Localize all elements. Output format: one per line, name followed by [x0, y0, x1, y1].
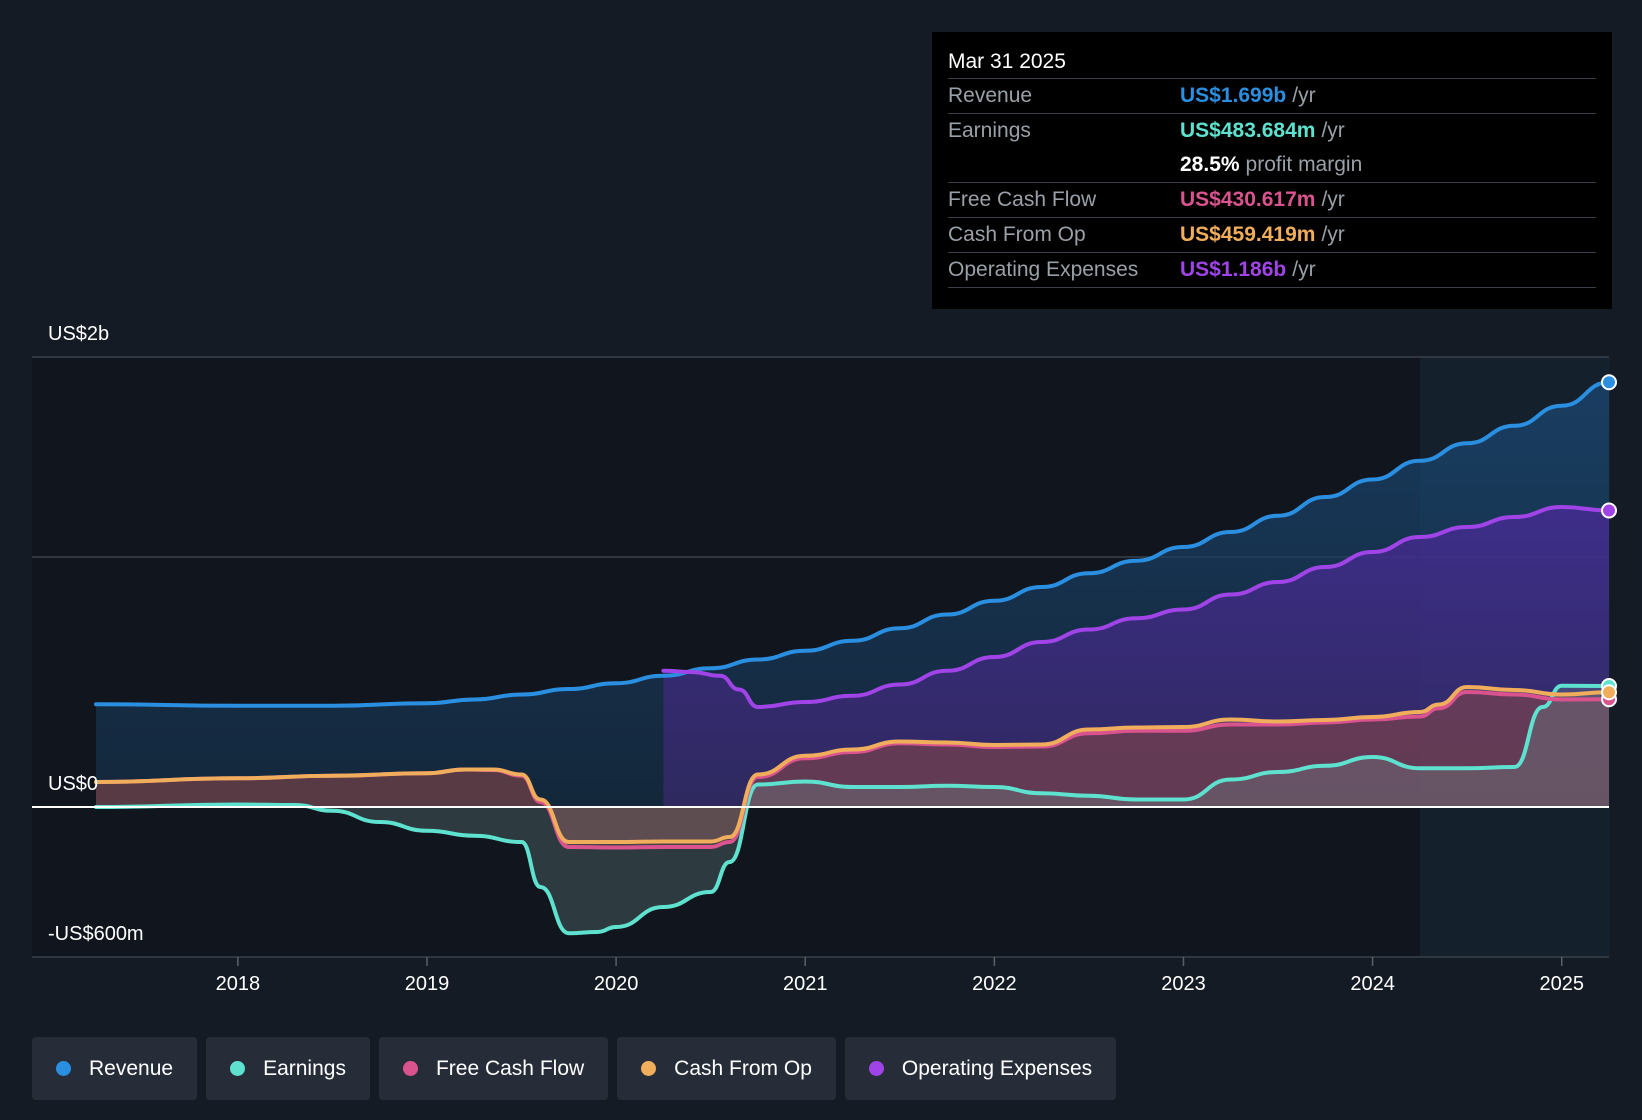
tooltip-row-revenue: Revenue US$1.699b/yr — [948, 79, 1596, 114]
operating-expenses-area — [663, 507, 1609, 807]
tooltip-label: Operating Expenses — [948, 258, 1139, 281]
tooltip-row-free-cash-flow: Free Cash Flow US$430.617m/yr — [948, 183, 1596, 218]
operating-expenses-endpoint — [1601, 502, 1617, 519]
tooltip-value: 28.5% — [1180, 153, 1240, 176]
legend: Revenue Earnings Free Cash Flow Cash From O… — [32, 1037, 1125, 1100]
x-tick-label: 2025 — [1539, 973, 1584, 995]
legend-label: Revenue — [89, 1056, 174, 1080]
x-tick-label: 2021 — [783, 973, 828, 995]
legend-dot-icon — [641, 1061, 657, 1076]
tooltip-row-cash-from-op: Cash From Op US$459.419m/yr — [948, 218, 1596, 253]
cash-from-op-line — [94, 684, 1611, 844]
x-tick-label: 2018 — [216, 973, 261, 995]
legend-dot-icon — [230, 1061, 246, 1076]
tooltip-row-operating-expenses: Operating Expenses US$1.186b/yr — [948, 253, 1596, 288]
tooltip-value: US$1.699b — [1180, 84, 1287, 107]
tooltip-label: Cash From Op — [948, 223, 1086, 246]
earnings-line — [94, 683, 1611, 936]
legend-label: Free Cash Flow — [435, 1056, 585, 1080]
series-endpoints — [1601, 374, 1617, 708]
series-lines — [32, 380, 1611, 936]
x-axis-ticks: 2018 2019 2020 2021 2022 2023 2024 2025 — [216, 957, 1584, 995]
tooltip-value: US$459.419m — [1180, 223, 1316, 246]
earnings-area — [96, 685, 1609, 934]
tooltip-unit: /yr — [1292, 84, 1316, 107]
tooltip-profit-margin: 28.5% profit margin — [948, 148, 1596, 183]
x-tick-label: 2020 — [594, 973, 639, 995]
legend-item-revenue[interactable]: Revenue — [32, 1037, 198, 1100]
legend-label: Operating Expenses — [901, 1056, 1093, 1080]
x-tick-label: 2022 — [972, 973, 1017, 995]
tooltip-value: US$483.684m — [1180, 119, 1316, 142]
tooltip-unit: profit margin — [1245, 153, 1363, 176]
y-label-bottom: -US$600m — [48, 923, 144, 945]
legend-dot-icon — [402, 1061, 418, 1076]
tooltip-date: Mar 31 2025 — [948, 46, 1596, 79]
tooltip-unit: /yr — [1321, 223, 1345, 246]
legend-label: Earnings — [263, 1056, 346, 1080]
operating-expenses-line — [661, 504, 1611, 710]
tooltip-label — [948, 148, 1180, 182]
free-cash-flow-area — [96, 692, 1609, 848]
legend-item-cash-from-op[interactable]: Cash From Op — [617, 1037, 836, 1100]
y-label-top: US$2b — [48, 323, 109, 345]
tooltip-unit: /yr — [1321, 119, 1345, 142]
tooltip-value: US$1.186b — [1180, 258, 1287, 281]
tooltip-unit: /yr — [1321, 188, 1345, 211]
legend-dot-icon — [56, 1061, 71, 1076]
legend-label: Cash From Op — [674, 1056, 812, 1080]
cash-from-op-endpoint — [1601, 684, 1617, 701]
y-label-zero: US$0 — [48, 773, 98, 795]
revenue-line — [94, 380, 1611, 708]
legend-item-operating-expenses[interactable]: Operating Expenses — [844, 1037, 1117, 1100]
legend-item-free-cash-flow[interactable]: Free Cash Flow — [378, 1037, 609, 1100]
tooltip-rows: Revenue US$1.699b/yr Earnings US$483.684m/y… — [948, 79, 1596, 288]
tooltip-label: Earnings — [948, 119, 1031, 142]
revenue-endpoint — [1601, 374, 1617, 391]
legend-dot-icon — [868, 1061, 884, 1076]
legend-item-earnings[interactable]: Earnings — [206, 1037, 370, 1100]
tooltip-label: Revenue — [948, 84, 1033, 107]
x-tick-label: 2023 — [1161, 973, 1206, 995]
x-tick-label: 2019 — [405, 973, 450, 995]
tooltip-row-earnings: Earnings US$483.684m/yr — [948, 114, 1596, 148]
tooltip-label: Free Cash Flow — [948, 188, 1097, 211]
x-tick-label: 2024 — [1350, 973, 1395, 995]
tooltip-unit: /yr — [1292, 258, 1316, 281]
tooltip-value: US$430.617m — [1180, 188, 1316, 211]
tooltip: Mar 31 2025 Revenue US$1.699b/yr Earnings U… — [932, 32, 1612, 309]
